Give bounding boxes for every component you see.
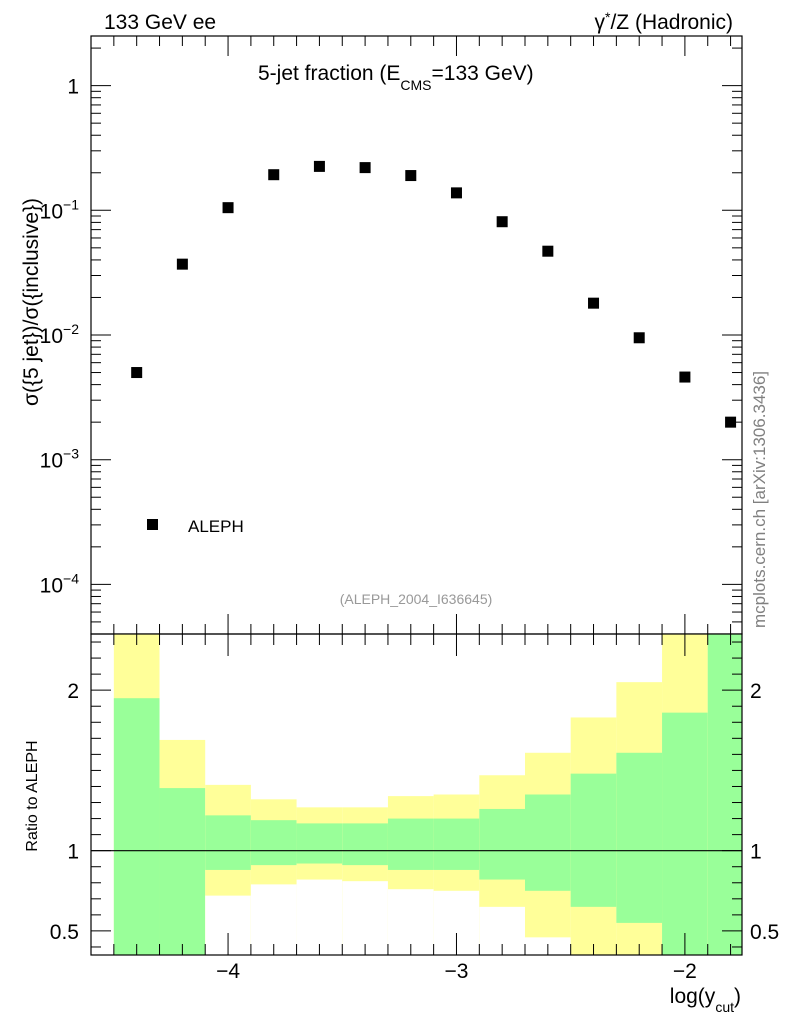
header-right: γ*/Z (Hadronic) xyxy=(595,9,733,34)
data-markers xyxy=(131,160,737,428)
header-left: 133 GeV ee xyxy=(104,11,216,34)
ratio-y-tick-label-right: 2 xyxy=(750,680,762,703)
inner-band-bin xyxy=(159,788,206,955)
inner-band-bin xyxy=(113,698,160,955)
inner-band-bin xyxy=(296,823,343,864)
ratio-y-tick-labels: 2 2 1 1 0.5 0.5 xyxy=(50,680,779,944)
inner-band-bin xyxy=(342,823,388,866)
inner-band-bin xyxy=(387,818,434,870)
inner-band-bin xyxy=(707,634,742,955)
data-point xyxy=(542,245,554,257)
main-ticks xyxy=(90,36,742,635)
ratio-ticks xyxy=(90,634,742,955)
side-label: mcplots.cern.ch [arXiv:1306.3436] xyxy=(750,371,769,628)
x-tick-label: −4 xyxy=(216,960,240,983)
band-gap-bin xyxy=(342,881,388,955)
chart-title-main: 5-jet fraction (E xyxy=(258,62,400,85)
main-y-tick-base: 10 xyxy=(40,325,63,348)
inner-band-bin xyxy=(250,820,297,866)
data-point xyxy=(131,367,143,379)
main-y-tick-base: 10 xyxy=(40,200,63,223)
header-gamma: γ xyxy=(595,11,606,34)
ratio-y-tick-label-left: 1 xyxy=(67,841,79,864)
x-axis-label-end: ) xyxy=(734,985,741,1008)
main-y-tick-label: 10−3 xyxy=(40,446,80,473)
header-star: * xyxy=(605,9,611,25)
data-point xyxy=(450,187,462,199)
x-tick-labels: −4 −3 −2 xyxy=(216,960,697,983)
x-axis-label-sub: cut xyxy=(715,999,734,1015)
data-point xyxy=(405,170,417,182)
data-point xyxy=(725,416,737,428)
main-panel: 110−110−210−310−4 5-jet fraction (ECMS=1… xyxy=(20,35,743,635)
inner-band-bin xyxy=(616,752,663,923)
inner-band-bin xyxy=(433,818,480,870)
x-axis-label-main: log(y xyxy=(670,985,716,1008)
inner-band-bin xyxy=(662,712,708,955)
data-point xyxy=(633,332,645,344)
main-y-tick-base: 10 xyxy=(40,574,63,597)
inner-band-bin xyxy=(479,808,525,880)
band-gap-bin xyxy=(250,884,297,955)
main-y-tick-label: 1 xyxy=(67,76,79,99)
chart-title-end: =133 GeV) xyxy=(432,62,534,85)
ratio-y-tick-label-left: 2 xyxy=(67,680,79,703)
legend-marker xyxy=(147,519,158,530)
data-point xyxy=(679,371,691,383)
main-y-tick-exp: −3 xyxy=(63,446,79,462)
inner-band-bin xyxy=(525,794,571,891)
data-point xyxy=(588,297,600,309)
band-gap-bin xyxy=(296,879,343,955)
header-rest: /Z (Hadronic) xyxy=(610,11,733,34)
main-y-tick-labels: 110−110−210−310−4 xyxy=(40,76,80,598)
chart-title-sub: CMS xyxy=(400,77,431,93)
main-y-tick-exp: −1 xyxy=(63,196,79,212)
ratio-panel: 2 2 1 1 0.5 0.5 −4 −3 −2 Ratio to ALEPH log(ycu… xyxy=(24,633,779,1015)
ratio-frame xyxy=(90,633,743,956)
main-y-tick-label: 10−2 xyxy=(40,321,80,348)
analysis-label: (ALEPH_2004_I636645) xyxy=(340,591,493,607)
ratio-y-tick-label-right: 0.5 xyxy=(750,921,779,944)
data-point xyxy=(222,202,234,214)
main-y-tick-label: 10−1 xyxy=(40,196,80,223)
ratio-y-tick-label-left: 0.5 xyxy=(50,921,79,944)
ratio-y-tick-label-right: 1 xyxy=(750,841,762,864)
inner-band-bin xyxy=(570,773,617,907)
x-tick-label: −2 xyxy=(673,960,697,983)
inner-band-bin xyxy=(205,815,251,870)
x-tick-label: −3 xyxy=(444,960,468,983)
data-point xyxy=(268,169,280,181)
main-y-tick-exp: −4 xyxy=(63,570,79,586)
main-y-tick-base: 10 xyxy=(40,450,63,473)
data-point xyxy=(496,216,508,228)
main-y-axis-label: σ({5 jet})/σ({inclusive}) xyxy=(20,198,43,406)
main-y-tick-label: 10−4 xyxy=(40,570,80,597)
main-y-tick-exp: −2 xyxy=(63,321,79,337)
data-point xyxy=(359,162,371,174)
ratio-y-axis-label: Ratio to ALEPH xyxy=(24,740,41,851)
x-axis-label: log(ycut) xyxy=(670,985,741,1015)
data-point xyxy=(176,258,188,270)
legend-label: ALEPH xyxy=(188,517,244,536)
data-point xyxy=(313,160,325,172)
chart-title: 5-jet fraction (ECMS=133 GeV) xyxy=(258,62,534,93)
